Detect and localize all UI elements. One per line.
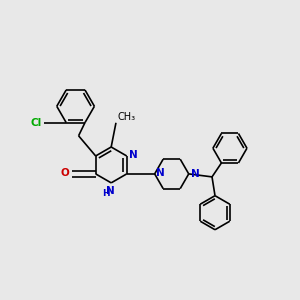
Text: CH₃: CH₃ bbox=[118, 112, 136, 122]
Text: N: N bbox=[129, 150, 138, 160]
Text: H: H bbox=[102, 189, 110, 198]
Text: O: O bbox=[61, 168, 69, 178]
Text: Cl: Cl bbox=[31, 118, 42, 128]
Text: N: N bbox=[106, 186, 115, 196]
Text: N: N bbox=[156, 168, 165, 178]
Text: N: N bbox=[191, 169, 200, 179]
